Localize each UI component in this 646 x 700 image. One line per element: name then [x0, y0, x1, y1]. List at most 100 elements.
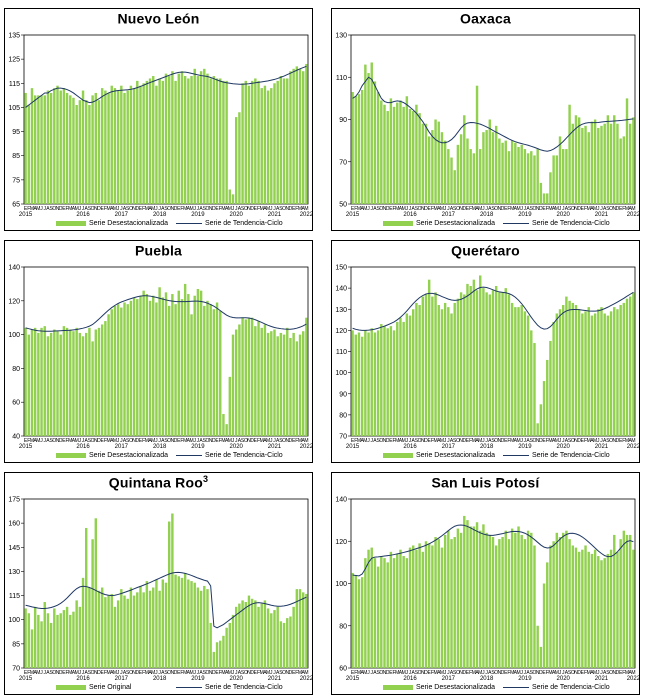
bar	[399, 100, 402, 204]
bar	[97, 327, 101, 436]
x-tick-label: F	[295, 670, 298, 676]
bar	[447, 307, 450, 436]
bar	[609, 311, 613, 436]
x-tick-label: N	[421, 206, 425, 212]
x-tick-label: A	[373, 206, 377, 212]
bar	[380, 100, 383, 204]
bar	[152, 587, 155, 668]
bar	[69, 614, 72, 668]
x-tick-label: A	[565, 206, 569, 212]
bar	[289, 337, 292, 436]
x-tick-label: A	[437, 206, 441, 212]
bar	[199, 590, 203, 668]
x-tick-label: F	[546, 206, 549, 212]
x-tick-label: F	[507, 206, 510, 212]
bar	[482, 132, 485, 204]
bar	[434, 537, 437, 668]
bar	[427, 136, 431, 204]
x-tick-label: D	[386, 206, 390, 212]
x-tick-label: M	[548, 438, 552, 444]
bar	[177, 290, 180, 436]
bar	[456, 528, 460, 668]
bar	[40, 95, 43, 204]
bar	[37, 95, 40, 204]
chart-frame	[4, 472, 313, 695]
y-tick-label: 140	[335, 497, 347, 504]
x-tick-label: E	[428, 670, 432, 676]
bar	[386, 562, 389, 668]
bar	[453, 302, 456, 436]
bar	[510, 528, 514, 668]
x-tick-label: N	[459, 438, 463, 444]
x-tick-label: J	[409, 670, 412, 676]
x-year-label: 2016	[403, 444, 417, 450]
bar	[606, 553, 610, 668]
x-tick-label: N	[574, 670, 578, 676]
x-tick-label: M	[113, 206, 117, 212]
bar	[193, 68, 196, 204]
bar	[376, 92, 380, 204]
x-tick-label: M	[183, 438, 187, 444]
y-tick-label: 130	[335, 307, 347, 314]
x-tick-label: F	[354, 438, 357, 444]
x-tick-label: M	[304, 438, 308, 444]
bar	[33, 606, 37, 668]
bar	[244, 602, 247, 668]
x-tick-label: A	[302, 206, 306, 212]
bar	[37, 332, 40, 436]
x-tick-label: M	[510, 438, 514, 444]
x-tick-label: J	[82, 438, 85, 444]
x-tick-label: F	[295, 438, 298, 444]
chart-panel-quintana-roo: Quintana Roo3 70 85 100 115 130 145 160 175 E F M A…	[4, 472, 314, 695]
x-tick-label: F	[546, 438, 549, 444]
y-tick-label: 100	[335, 581, 347, 588]
bar	[206, 300, 209, 436]
bar	[523, 149, 527, 204]
bar	[494, 125, 498, 204]
bar	[289, 616, 292, 668]
bar	[360, 336, 364, 436]
bar	[354, 96, 357, 204]
x-tick-label: A	[514, 438, 518, 444]
bar	[260, 327, 263, 436]
x-tick-label: O	[379, 206, 383, 212]
bar	[421, 551, 425, 668]
bar	[590, 121, 594, 204]
x-year-label: 2018	[153, 212, 167, 218]
bar	[491, 537, 495, 668]
x-tick-label: M	[189, 438, 193, 444]
x-tick-label: S	[241, 206, 245, 212]
x-tick-label: F	[622, 438, 625, 444]
x-tick-label: J	[79, 670, 82, 676]
x-tick-label: E	[504, 206, 508, 212]
bar	[257, 80, 260, 204]
x-tick-label: E	[542, 438, 546, 444]
x-tick-label: J	[520, 206, 523, 212]
x-tick-label: A	[603, 670, 607, 676]
bar	[526, 153, 530, 204]
x-tick-label: A	[514, 206, 518, 212]
bar	[431, 545, 434, 668]
x-tick-label: S	[49, 670, 53, 676]
bar	[148, 78, 152, 204]
bar	[167, 76, 171, 204]
x-tick-label: E	[139, 206, 143, 212]
x-tick-label: J	[43, 670, 46, 676]
bar	[555, 155, 559, 204]
bar	[593, 549, 597, 668]
bar	[587, 551, 590, 668]
bar	[514, 142, 517, 204]
x-year-label: 2018	[480, 676, 494, 682]
bar	[405, 313, 409, 436]
bar	[565, 530, 568, 668]
x-tick-label: M	[433, 206, 437, 212]
x-tick-label: A	[603, 438, 607, 444]
bar	[367, 549, 370, 668]
bar	[206, 73, 209, 204]
x-tick-label: A	[263, 670, 267, 676]
x-tick-label: E	[351, 438, 355, 444]
bar	[174, 574, 177, 668]
y-tick-label: 115	[9, 593, 20, 600]
bar	[215, 642, 219, 668]
